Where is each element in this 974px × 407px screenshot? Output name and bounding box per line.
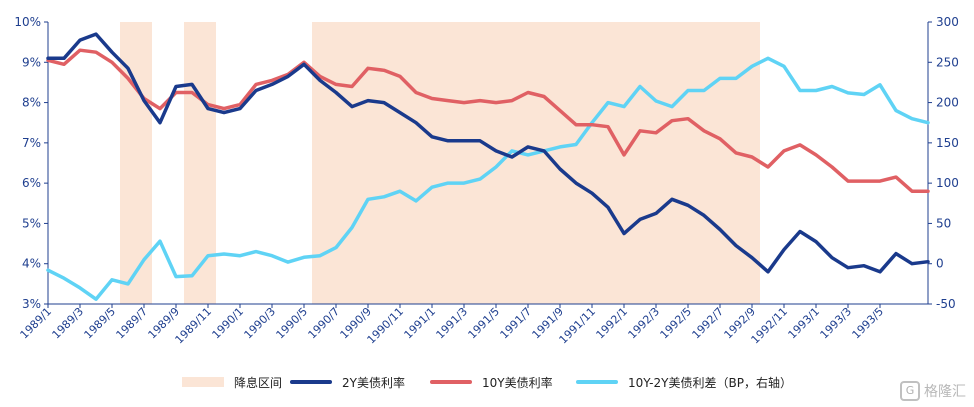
legend-label: 2Y美债利率	[342, 375, 405, 390]
series-lines	[46, 32, 930, 301]
x-tick-label: 1990/3	[242, 305, 279, 342]
y-tick-label-right: 300	[936, 15, 959, 29]
x-tick-label: 1989/3	[50, 305, 87, 342]
x-tick-label: 1993/5	[850, 305, 887, 342]
legend-item-spread: 10Y-2Y美债利差（BP，右轴）	[576, 370, 792, 394]
y-tick-label-left: 4%	[22, 257, 41, 271]
x-tick-label: 1990/5	[274, 305, 311, 342]
watermark-logo-icon: G	[900, 381, 920, 401]
legend-label: 降息区间	[234, 375, 283, 390]
y-tick-label-left: 10%	[14, 15, 41, 29]
y-tick-label-left: 7%	[22, 136, 41, 150]
y-tick-label-right: 200	[936, 96, 959, 110]
x-tick-label: 1992/7	[690, 305, 727, 342]
legend-swatch-shade	[182, 377, 224, 387]
y-tick-label-left: 9%	[22, 55, 41, 69]
legend: 降息区间 2Y美债利率 10Y美债利率 10Y-2Y美债利差（BP，右轴）	[0, 370, 974, 394]
shade-region-2	[312, 22, 760, 304]
legend-swatch-spread	[576, 380, 618, 384]
x-tick-label: 1991/7	[498, 305, 535, 342]
y-tick-label-right: 100	[936, 176, 959, 190]
x-tick-label: 1991/5	[466, 305, 503, 342]
watermark: G 格隆汇	[900, 381, 966, 401]
x-tick-label: 1992/3	[626, 305, 663, 342]
y-tick-label-left: 8%	[22, 96, 41, 110]
x-tick-label: 1989/7	[114, 305, 151, 342]
y-tick-label-left: 6%	[22, 176, 41, 190]
y-tick-label-right: 0	[936, 257, 944, 271]
x-tick-label: 1990/1	[210, 305, 247, 342]
x-axis-labels: 1989/11989/31989/51989/71989/91989/11199…	[18, 305, 887, 347]
legend-swatch-10y	[430, 380, 472, 384]
legend-swatch-2y	[290, 380, 332, 384]
legend-label: 10Y-2Y美债利差（BP，右轴）	[628, 375, 792, 390]
legend-item-10y: 10Y美债利率	[430, 370, 553, 394]
watermark-text: 格隆汇	[924, 384, 966, 400]
y-axis-labels: 3% 4% 5% 6% 7% 8% 9% 10% -50 0 50 100 150 200 250 300	[14, 15, 959, 311]
legend-item-2y: 2Y美债利率	[290, 370, 405, 394]
chart-canvas: 3% 4% 5% 6% 7% 8% 9% 10% -50 0 50 100 150 200 250 300 1…	[14, 15, 959, 347]
x-tick-label: 1993/3	[818, 305, 855, 342]
x-tick-label: 1991/3	[434, 305, 471, 342]
y-tick-label-right: 150	[936, 136, 959, 150]
chart-axes	[44, 21, 932, 308]
y-tick-label-left: 5%	[22, 216, 41, 230]
y-tick-label-right: -50	[936, 297, 956, 311]
shade-region-1	[184, 22, 216, 304]
series-line-1	[46, 48, 930, 193]
series-line-0	[46, 32, 930, 274]
series-line-2	[46, 56, 930, 301]
x-tick-label: 1992/5	[658, 305, 695, 342]
legend-item-rate-cut: 降息区间	[182, 370, 282, 394]
shaded-regions	[120, 22, 760, 304]
x-tick-label: 1993/1	[786, 305, 823, 342]
y-tick-label-right: 50	[936, 216, 951, 230]
x-tick-label: 1990/7	[306, 305, 343, 342]
y-tick-label-right: 250	[936, 55, 959, 69]
x-tick-label: 1992/1	[594, 305, 631, 342]
x-tick-label: 1989/5	[82, 305, 119, 342]
legend-label: 10Y美债利率	[482, 375, 553, 390]
x-tick-label: 1991/1	[402, 305, 439, 342]
y-tick-label-left: 3%	[22, 297, 41, 311]
